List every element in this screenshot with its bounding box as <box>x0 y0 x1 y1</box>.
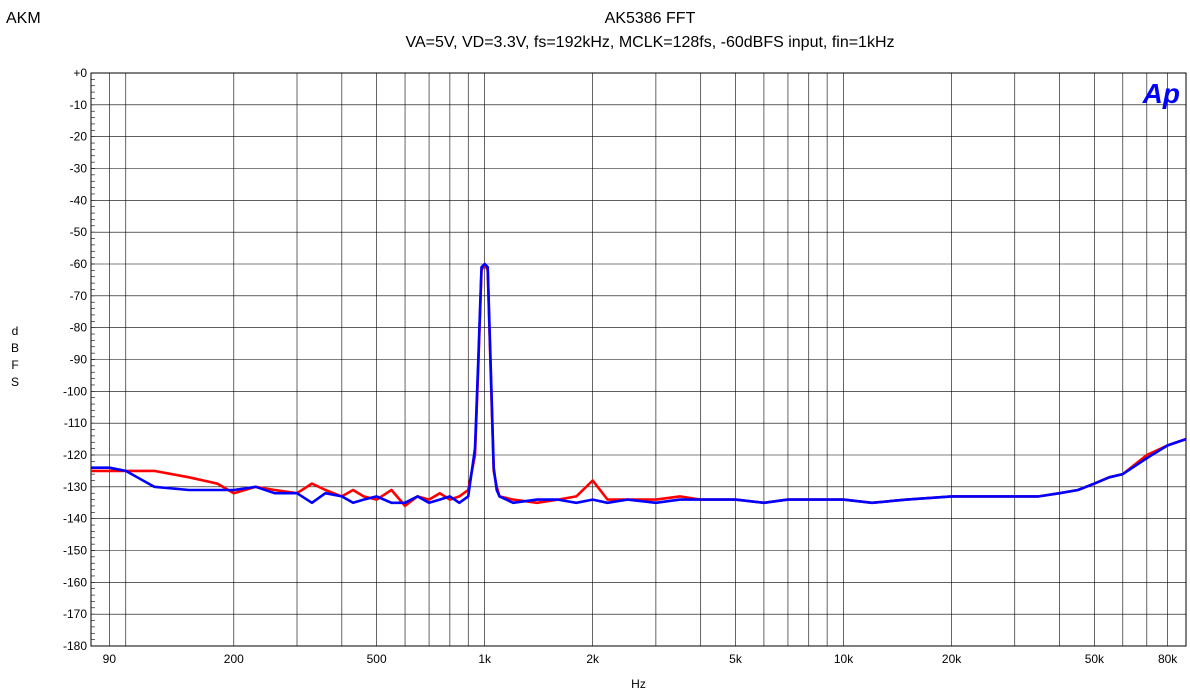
y-tick-label: -180 <box>63 639 87 653</box>
y-axis-label-char: S <box>10 375 19 389</box>
x-tick-label: 80k <box>1158 652 1178 666</box>
x-tick-label: 2k <box>586 652 600 666</box>
x-tick-label: 50k <box>1085 652 1105 666</box>
y-tick-label: -120 <box>63 448 87 462</box>
x-axis-label: Hz <box>631 677 646 691</box>
y-tick-label: -170 <box>63 607 87 621</box>
y-tick-label: -110 <box>64 416 87 430</box>
x-tick-label: 90 <box>103 652 117 666</box>
y-tick-label: -90 <box>70 353 88 367</box>
y-tick-label: -60 <box>70 257 88 271</box>
y-tick-label: -100 <box>63 384 87 398</box>
y-axis-label-char: F <box>11 358 19 372</box>
y-tick-label: -10 <box>70 98 88 112</box>
y-tick-label: -160 <box>63 575 87 589</box>
x-tick-label: 500 <box>367 652 387 666</box>
y-tick-label: -80 <box>70 321 88 335</box>
x-tick-label: 200 <box>224 652 244 666</box>
chart-subtitle: VA=5V, VD=3.3V, fs=192kHz, MCLK=128fs, -… <box>405 34 895 51</box>
y-tick-label: -140 <box>63 512 87 526</box>
ap-logo: Ap <box>1142 78 1180 109</box>
y-tick-label: -30 <box>70 162 88 176</box>
chart-title: AK5386 FFT <box>604 10 696 27</box>
y-axis-label-char: B <box>10 341 19 355</box>
y-tick-label: +0 <box>73 66 87 80</box>
y-tick-label: -20 <box>70 130 88 144</box>
series-line-red <box>91 262 1187 508</box>
x-tick-label: 10k <box>834 652 854 666</box>
x-tick-label: 1k <box>478 652 492 666</box>
y-tick-label: -130 <box>63 480 87 494</box>
x-tick-label: 5k <box>729 652 743 666</box>
series-line-blue <box>91 262 1187 505</box>
y-tick-label: -40 <box>70 193 88 207</box>
brand-label: AKM <box>6 10 41 27</box>
y-tick-label: -150 <box>63 544 87 558</box>
x-tick-label: 20k <box>942 652 962 666</box>
y-tick-label: -70 <box>70 289 88 303</box>
y-tick-label: -50 <box>70 225 88 239</box>
y-axis-label-char: d <box>11 324 19 338</box>
